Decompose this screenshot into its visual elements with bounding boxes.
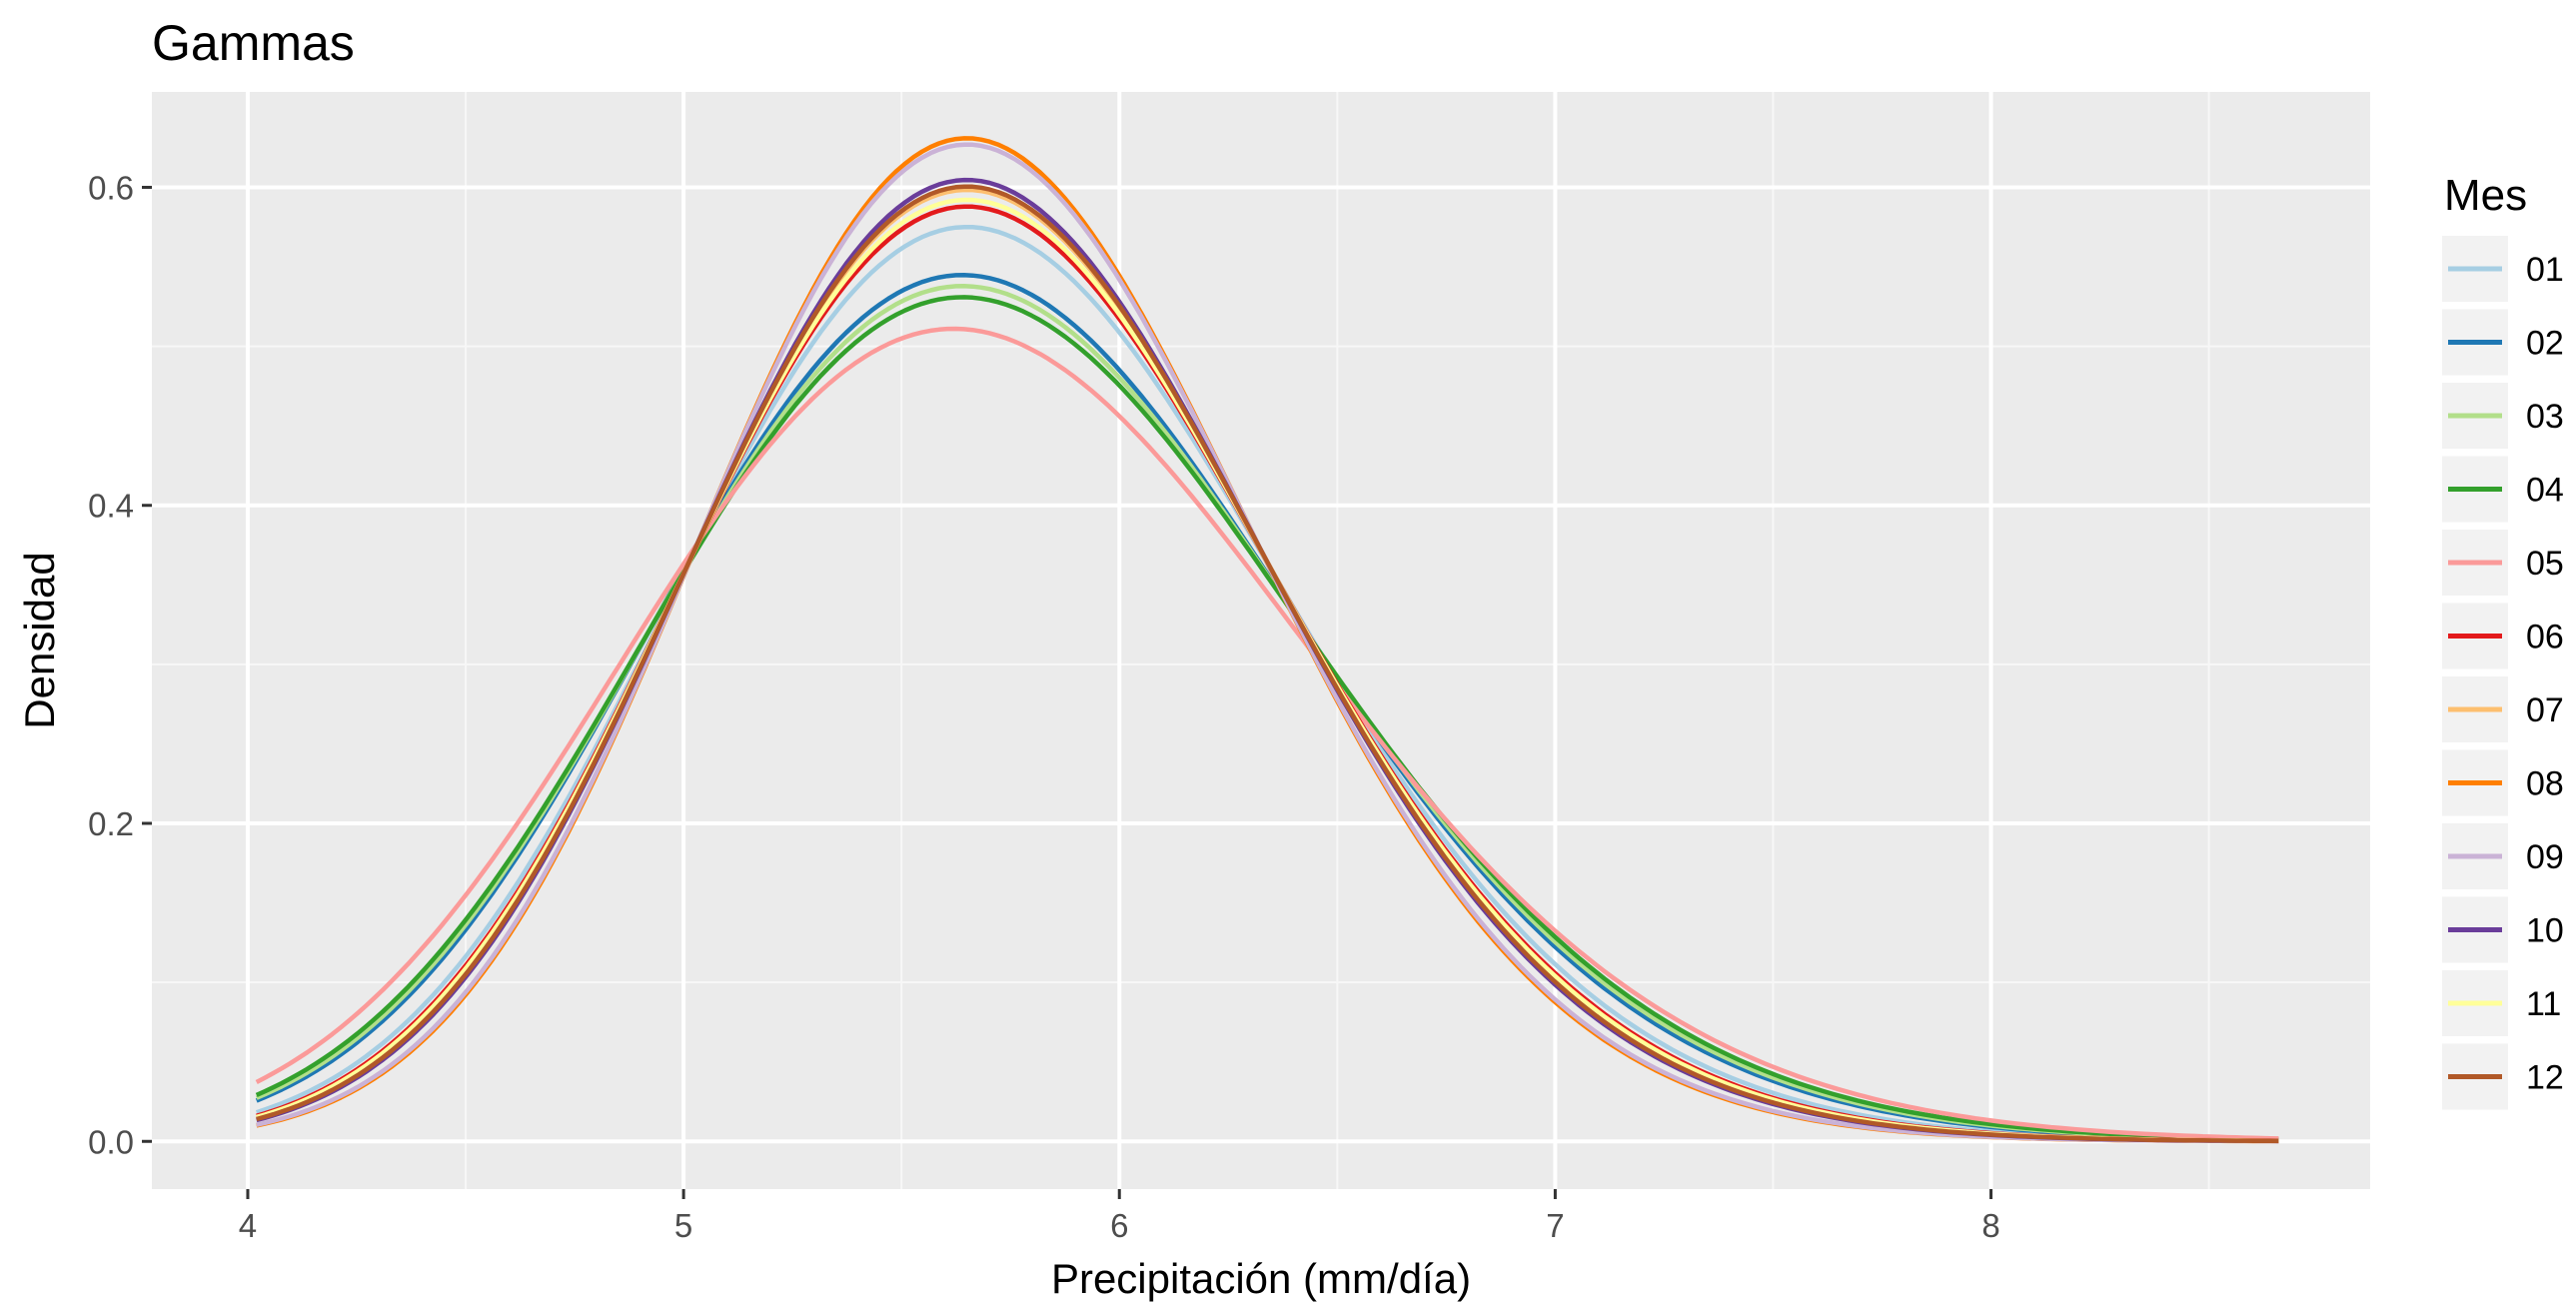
legend-label-04: 04 bbox=[2526, 472, 2564, 510]
x-tick-label: 5 bbox=[674, 1207, 692, 1244]
series-line-05 bbox=[255, 326, 2279, 1141]
x-axis-label: Precipitación (mm/día) bbox=[1051, 1255, 1471, 1302]
y-axis-label: Densidad bbox=[16, 552, 63, 728]
plot-panel bbox=[152, 92, 2370, 1189]
legend-label-11: 11 bbox=[2526, 985, 2561, 1023]
legend-label-06: 06 bbox=[2526, 619, 2564, 656]
legend-label-01: 01 bbox=[2526, 251, 2564, 289]
legend-label-10: 10 bbox=[2526, 912, 2564, 950]
x-tick-label: 8 bbox=[1981, 1207, 1999, 1244]
legend-label-08: 08 bbox=[2526, 765, 2564, 803]
grid-minor bbox=[152, 92, 2370, 1189]
y-tick-label: 0.4 bbox=[88, 488, 134, 525]
chart-title: Gammas bbox=[152, 15, 355, 71]
legend-label-09: 09 bbox=[2526, 838, 2564, 876]
y-tick-label: 0.2 bbox=[88, 805, 134, 842]
y-axis: 0.0 0.2 0.4 0.6 bbox=[88, 169, 152, 1160]
series-line-04 bbox=[255, 295, 2279, 1142]
legend: 01 02 03 04 05 06 07 08 09 10 11 12 bbox=[2442, 236, 2564, 1110]
legend-label-05: 05 bbox=[2526, 545, 2564, 583]
x-tick-label: 6 bbox=[1110, 1207, 1128, 1244]
series-line-12 bbox=[256, 184, 2279, 1144]
y-tick-label: 0.6 bbox=[88, 169, 134, 206]
series-lines bbox=[255, 136, 2279, 1144]
legend-label-02: 02 bbox=[2526, 325, 2564, 363]
y-tick-label: 0.0 bbox=[88, 1123, 134, 1160]
x-tick-label: 4 bbox=[239, 1207, 257, 1244]
legend-label-03: 03 bbox=[2526, 398, 2564, 436]
x-axis: 4 5 6 7 8 bbox=[239, 1189, 2000, 1244]
legend-label-12: 12 bbox=[2526, 1059, 2564, 1097]
legend-label-07: 07 bbox=[2526, 691, 2564, 729]
x-tick-label: 7 bbox=[1546, 1207, 1564, 1244]
legend-title: Mes bbox=[2444, 171, 2527, 220]
